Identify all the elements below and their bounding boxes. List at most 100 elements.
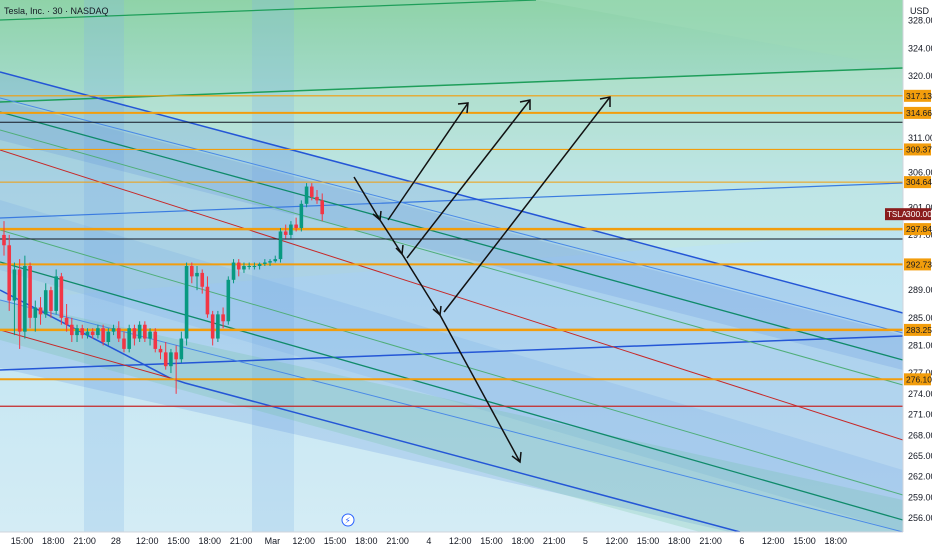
- candle: [90, 328, 95, 339]
- price-tick-label: 262.00: [908, 472, 932, 482]
- candle: [174, 345, 178, 394]
- candle-body: [174, 352, 178, 360]
- candle: [257, 262, 262, 270]
- price-tick-label: 281.00: [908, 340, 932, 350]
- time-tick-label: 12:00: [762, 536, 785, 546]
- candle-body: [200, 272, 205, 287]
- price-label: 276.10: [904, 373, 932, 386]
- candle: [263, 259, 267, 266]
- candle-body: [64, 317, 69, 325]
- time-tick-label: 21:00: [386, 536, 409, 546]
- price-label-text: 283.25: [906, 325, 932, 335]
- price-label-bg: [904, 89, 931, 102]
- candle-body: [75, 328, 79, 336]
- price-label-bg: [904, 323, 931, 336]
- time-tick-label: 21:00: [73, 536, 96, 546]
- candle-body: [70, 324, 74, 336]
- channel-line-blue-lower: [0, 335, 903, 371]
- candle: [304, 183, 309, 208]
- time-axis-bg[interactable]: [0, 532, 932, 550]
- candle-body: [231, 262, 236, 280]
- price-tick-label: 265.00: [908, 451, 932, 461]
- candle-body: [38, 307, 43, 315]
- candle-body: [247, 266, 251, 267]
- candle: [278, 228, 283, 263]
- time-tick-label: 28: [111, 536, 121, 546]
- arrow-up-1-head: [457, 102, 469, 114]
- candle-body: [283, 231, 288, 235]
- candle: [38, 297, 43, 325]
- candle-body: [268, 261, 272, 263]
- arrow-up-3: [443, 96, 611, 313]
- price-tick-label: 311.00: [908, 133, 932, 143]
- candle: [231, 259, 236, 284]
- candle-body: [96, 328, 100, 336]
- candle: [205, 276, 210, 318]
- candle-body: [54, 276, 58, 311]
- candle: [59, 272, 64, 325]
- candle-body: [143, 324, 147, 339]
- candle: [70, 317, 74, 342]
- desc-line-2: [0, 97, 903, 334]
- candle-body: [190, 266, 194, 277]
- price-axis-bg[interactable]: [903, 0, 932, 550]
- candle-body: [137, 324, 142, 339]
- time-tick-label: 15:00: [480, 536, 503, 546]
- candle-body: [158, 348, 163, 353]
- candle-body: [195, 272, 199, 277]
- candle-body: [12, 269, 17, 301]
- desc-line-5: [0, 229, 903, 496]
- time-tick-label: 18:00: [512, 536, 535, 546]
- price-label-bg: [904, 106, 931, 119]
- candle-body: [111, 328, 116, 332]
- price-label: 304.64: [904, 176, 932, 189]
- candle: [28, 262, 32, 329]
- time-tick-label: 15:00: [324, 536, 347, 546]
- candle-body: [216, 314, 220, 339]
- projection-arrows: [353, 96, 611, 464]
- candle-body: [309, 186, 314, 197]
- candle-body: [315, 196, 319, 201]
- time-tick-label: 6: [739, 536, 744, 546]
- candle-body: [184, 266, 189, 339]
- candle: [163, 342, 168, 370]
- price-tick-label: 301.00: [908, 202, 932, 212]
- arrow-down-4: [439, 314, 521, 463]
- candle: [226, 276, 231, 325]
- symbol-tag-bg: [885, 208, 904, 221]
- logo-icon: ⚡: [345, 517, 351, 527]
- arrow-down-4-head: [511, 451, 522, 464]
- candle: [127, 324, 131, 353]
- plot-area: [0, 0, 903, 532]
- candle-body: [2, 234, 6, 246]
- candle-body: [299, 203, 304, 228]
- symbol-tag: TSLA: [887, 210, 908, 219]
- desc-line-bottom: [0, 289, 741, 532]
- candle-body: [101, 328, 105, 342]
- price-tick-label: 324.00: [908, 43, 932, 53]
- candle: [153, 328, 158, 353]
- price-label-bg: [904, 176, 931, 189]
- candle: [96, 324, 100, 339]
- price-label-text: 317.13: [906, 91, 932, 101]
- candle-body: [252, 266, 257, 267]
- arrow-down-1: [353, 176, 381, 221]
- candle-body: [163, 352, 168, 367]
- channel-line-top-green: [0, 0, 537, 21]
- candle: [169, 348, 173, 374]
- candle: [85, 328, 90, 339]
- candle: [268, 259, 272, 266]
- candle-body: [169, 352, 173, 367]
- candle-body: [242, 266, 246, 270]
- candle-body: [116, 328, 121, 339]
- price-label-bg: [904, 143, 931, 156]
- candle-body: [304, 186, 309, 204]
- candle-body: [85, 331, 90, 336]
- price-label: 317.13: [904, 89, 932, 102]
- candle: [179, 331, 184, 363]
- price-label-bg: [904, 258, 931, 271]
- candle: [75, 324, 79, 342]
- candle: [158, 345, 163, 360]
